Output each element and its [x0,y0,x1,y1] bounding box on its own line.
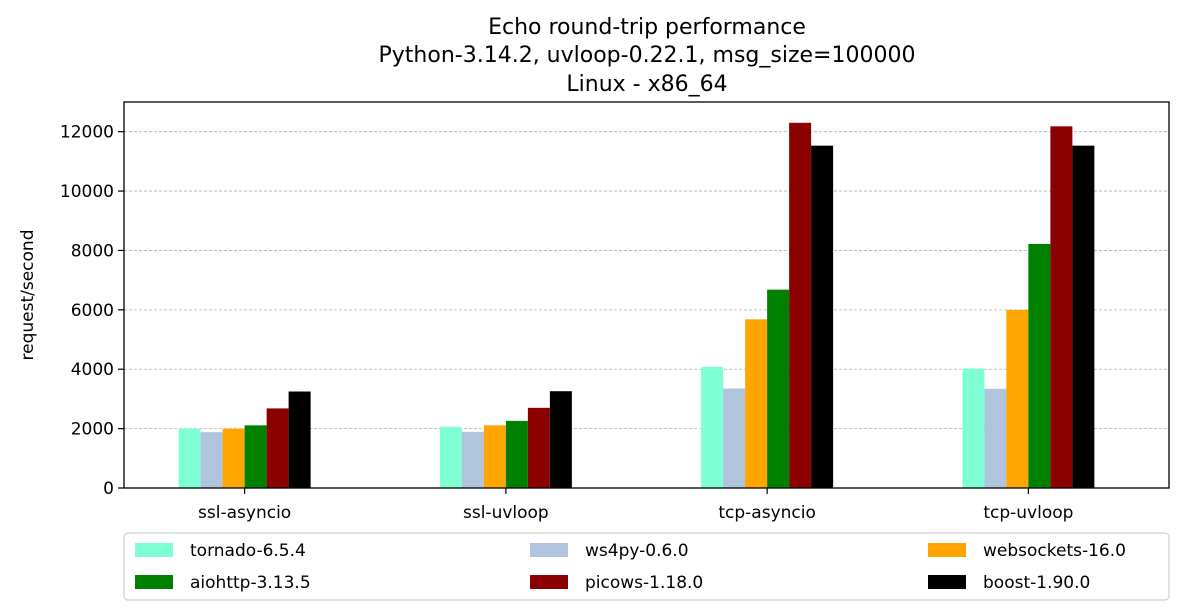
y-tick-label: 6000 [71,301,114,321]
bar-group [178,122,1095,489]
legend-entry: websockets-16.0 [983,541,1126,561]
legend-entry: boost-1.90.0 [983,573,1090,593]
y-axis-ticks: 0 2000 4000 6000 8000 10000 12000 [60,123,124,499]
bar-tornado-6.5.4-tcp-uvloop [962,368,985,488]
y-tick-label: 2000 [71,420,114,440]
legend-swatch [530,543,568,557]
chart-title: Echo round-trip performance Python-3.14.… [379,15,916,97]
chart-title-line-3: Linux - x86_64 [566,72,727,97]
bar-picows-1.18.0-tcp-uvloop [1050,126,1073,489]
bar-boost-1.90.0-tcp-asyncio [811,145,834,488]
x-tick-label: ssl-uvloop [463,503,549,523]
bar-ws4py-0.6.0-tcp-uvloop [984,388,1007,488]
legend: tornado-6.5.4 ws4py-0.6.0 websockets-16.0 a… [123,532,1170,601]
legend-swatch [135,575,173,589]
legend-entry: picows-1.18.0 [585,573,703,593]
legend-entry: tornado-6.5.4 [190,541,306,561]
y-axis-label: request/second [18,230,38,361]
y-tick-label: 10000 [60,182,114,202]
bar-aiohttp-3.13.5-tcp-uvloop [1028,243,1051,488]
x-axis-ticks: ssl-asyncio ssl-uvloop tcp-asyncio tcp-uvlo… [198,488,1073,523]
legend-swatch [135,543,173,557]
bar-websockets-16.0-tcp-uvloop [1006,309,1029,488]
bar-ws4py-0.6.0-ssl-asyncio [200,432,223,488]
y-tick-label: 4000 [71,360,114,380]
y-tick-label: 8000 [71,241,114,261]
legend-entry: ws4py-0.6.0 [585,541,689,561]
bar-tornado-6.5.4-ssl-asyncio [178,428,201,488]
x-tick-label: ssl-asyncio [198,503,291,523]
bar-websockets-16.0-ssl-asyncio [222,428,245,488]
bar-ws4py-0.6.0-tcp-asyncio [723,388,746,488]
legend-swatch [928,575,966,589]
bar-boost-1.90.0-ssl-uvloop [549,391,572,488]
legend-entry: aiohttp-3.13.5 [190,573,311,593]
legend-swatch [928,543,966,557]
bar-boost-1.90.0-ssl-asyncio [288,391,311,488]
y-tick-label: 12000 [60,123,114,143]
plot-frame [123,101,1170,489]
bar-aiohttp-3.13.5-tcp-asyncio [767,289,790,488]
bar-tornado-6.5.4-tcp-asyncio [701,366,724,488]
x-tick-label: tcp-uvloop [983,503,1073,523]
bar-picows-1.18.0-ssl-uvloop [527,407,550,488]
bar-aiohttp-3.13.5-ssl-uvloop [505,420,528,488]
bar-tornado-6.5.4-ssl-uvloop [439,426,462,488]
y-tick-label: 0 [103,479,114,499]
bar-ws4py-0.6.0-ssl-uvloop [461,431,484,488]
legend-frame [123,532,1170,601]
bar-picows-1.18.0-ssl-asyncio [266,408,289,488]
bar-websockets-16.0-ssl-uvloop [483,425,506,488]
bar-aiohttp-3.13.5-ssl-asyncio [244,425,267,488]
bar-websockets-16.0-tcp-asyncio [745,319,768,488]
bar-boost-1.90.0-tcp-uvloop [1072,145,1095,488]
bar-picows-1.18.0-tcp-asyncio [789,122,812,489]
x-tick-label: tcp-asyncio [718,503,816,523]
chart-title-line-1: Echo round-trip performance [488,15,806,40]
legend-swatch [530,575,568,589]
chart-title-line-2: Python-3.14.2, uvloop-0.22.1, msg_size=1… [379,43,916,68]
